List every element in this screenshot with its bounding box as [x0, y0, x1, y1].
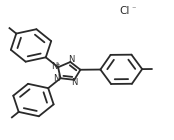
Text: ⁻: ⁻ — [132, 5, 136, 14]
Text: N: N — [53, 74, 60, 83]
Text: N: N — [71, 78, 77, 87]
Text: N: N — [68, 55, 74, 64]
Text: +: + — [55, 62, 60, 67]
Text: N: N — [51, 62, 57, 71]
Text: Cl: Cl — [119, 5, 130, 16]
